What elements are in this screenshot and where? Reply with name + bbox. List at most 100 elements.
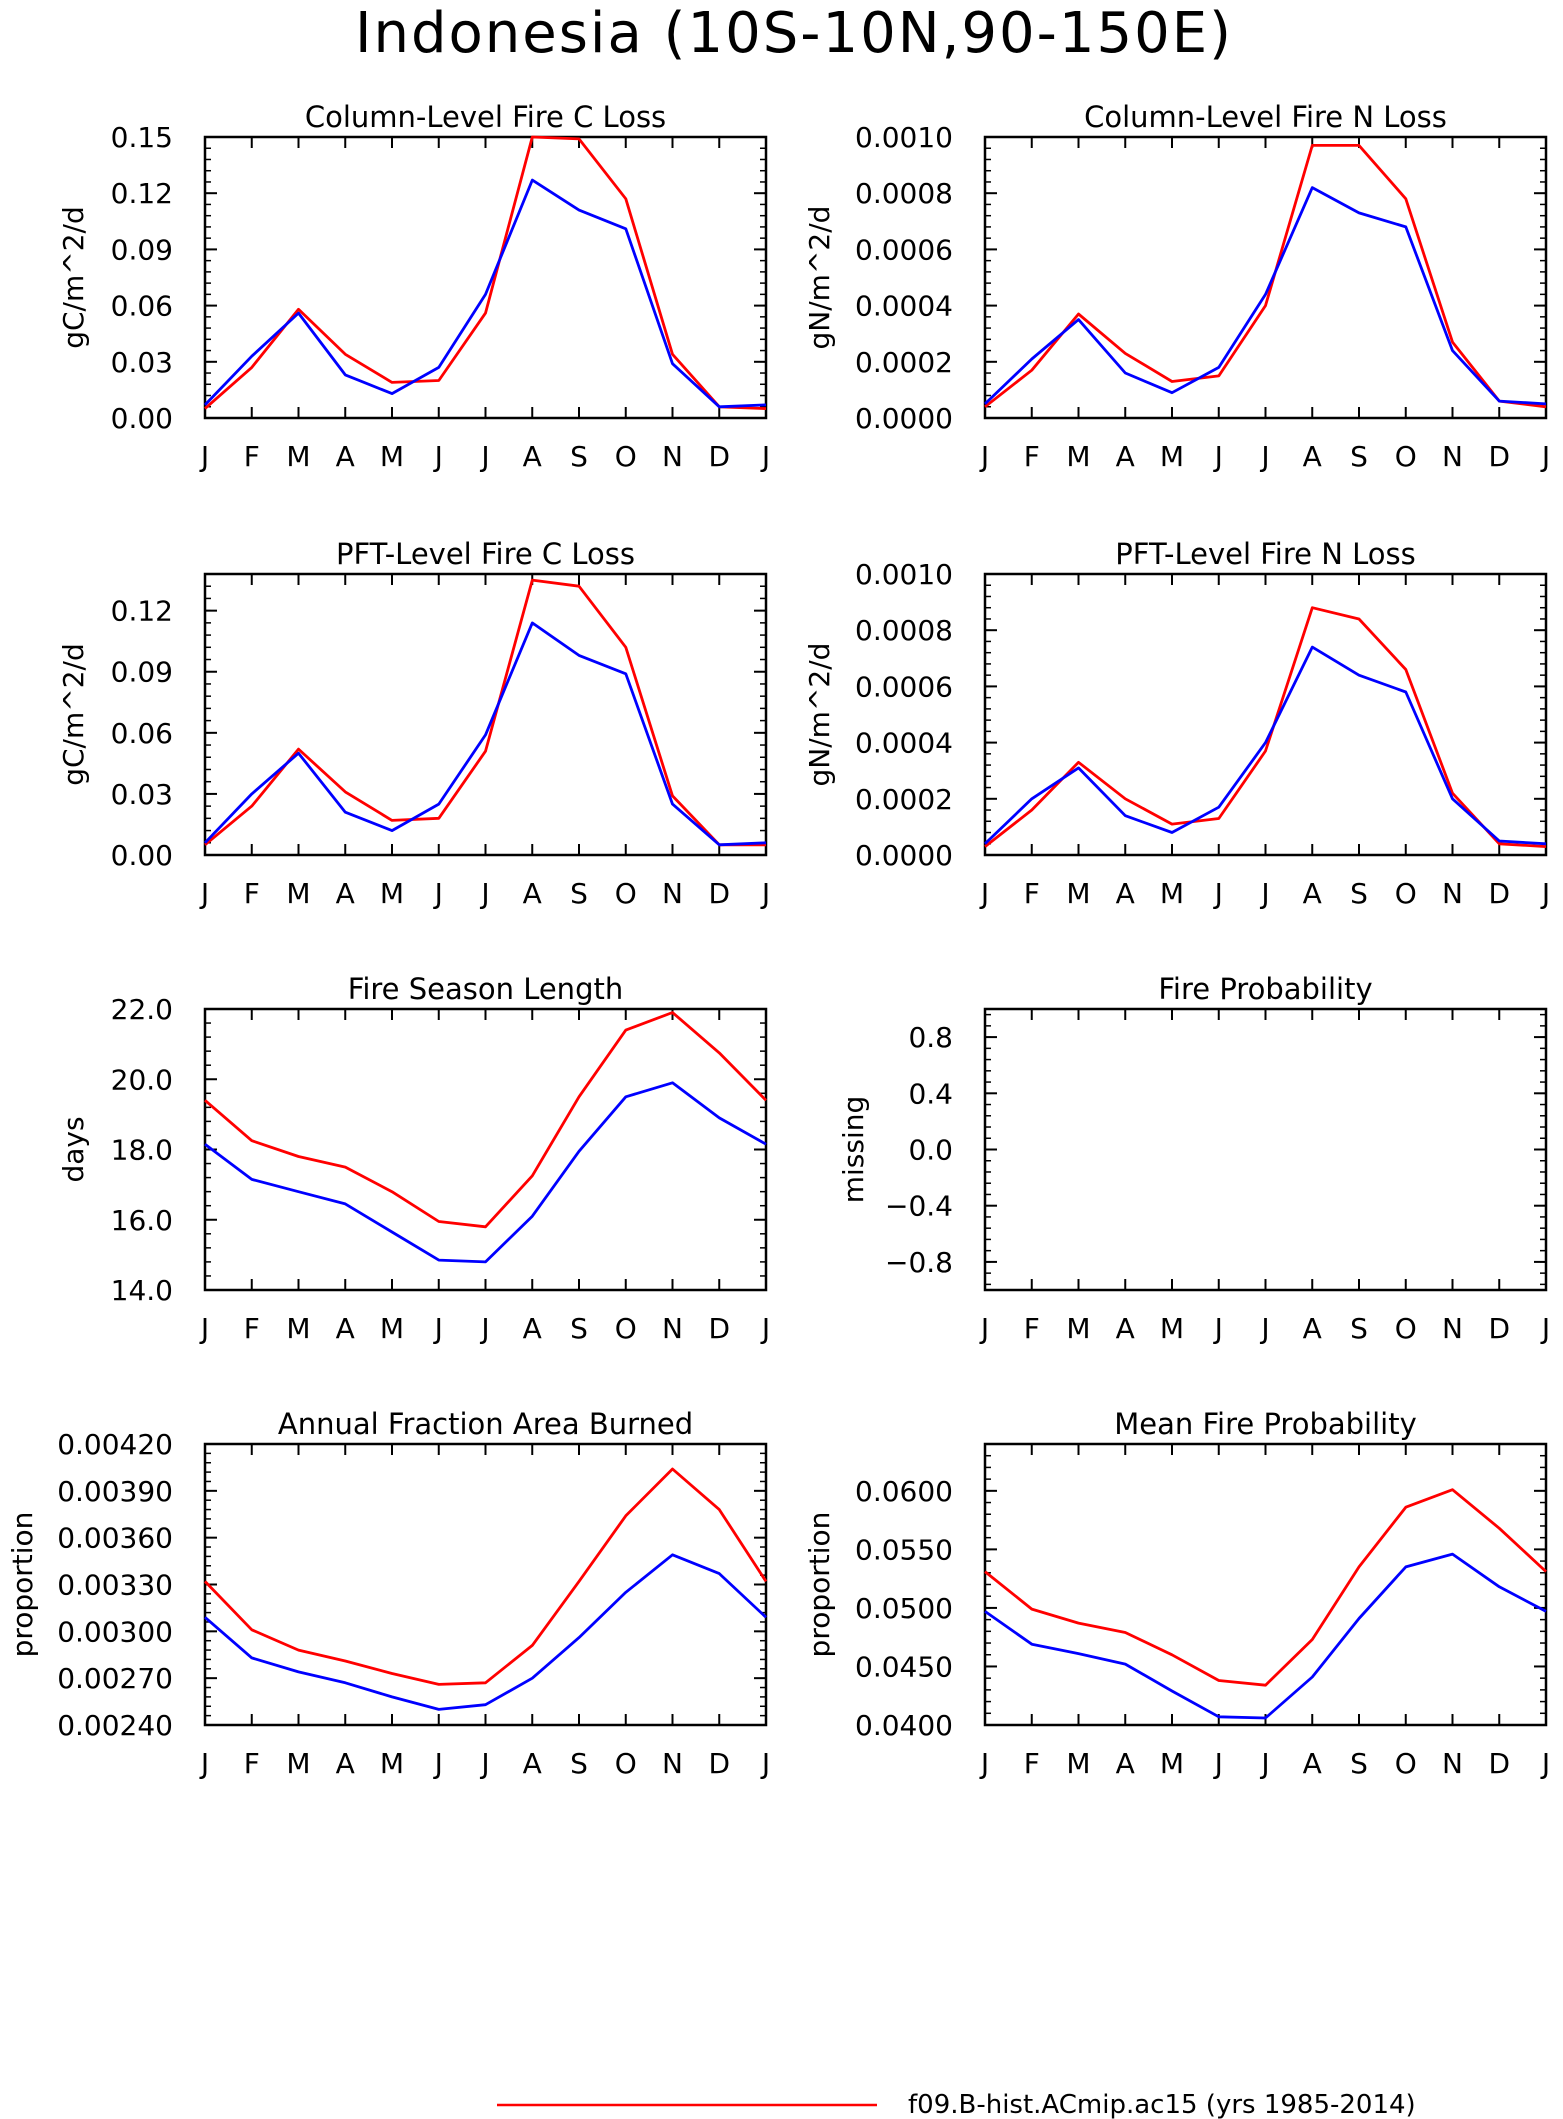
- x-tick-label: J: [479, 1747, 489, 1780]
- chart-panel: J F M A M J J A S O N D J0.00000.00020.00040.00060.0…: [803, 537, 1550, 910]
- series-line: [204, 1553, 767, 1711]
- x-tick-label: J: [1540, 440, 1550, 473]
- chart-panel: J F M A M J J A S O N D J0.000.030.060.090.120.15Col…: [57, 100, 770, 473]
- x-tick-label: O: [1395, 877, 1417, 910]
- x-tick-label: M: [380, 1312, 404, 1345]
- x-tick-label: N: [662, 440, 683, 473]
- series-line: [204, 135, 767, 410]
- x-tick-label: M: [1066, 440, 1090, 473]
- x-tick-label: N: [662, 1312, 683, 1345]
- x-tick-label: O: [615, 440, 637, 473]
- plot-frame: [983, 135, 1548, 420]
- x-tick-label: J: [1259, 1312, 1269, 1345]
- y-tick-label: 0.0000: [855, 402, 953, 435]
- plot-frame: [203, 135, 768, 420]
- y-tick-label: 0.0000: [855, 839, 953, 872]
- x-tick-label: A: [523, 1747, 542, 1780]
- plot-frame: [983, 1007, 1548, 1292]
- x-tick-label: O: [615, 877, 637, 910]
- x-tick-label: M: [380, 440, 404, 473]
- legend: f09.B-hist.ACmip.ac15 (yrs 1985-2014): [497, 2090, 1416, 2119]
- y-tick-label: 0.12: [111, 177, 173, 210]
- x-tick-label: J: [479, 1312, 489, 1345]
- series-line: [203, 178, 767, 409]
- y-tick-label: 18.0: [111, 1134, 173, 1167]
- x-tick-label: J: [1259, 440, 1269, 473]
- x-tick-label: M: [380, 877, 404, 910]
- x-tick-label: A: [336, 440, 355, 473]
- x-tick-label: J: [1540, 1747, 1550, 1780]
- y-axis-label: gN/m^2/d: [803, 643, 836, 787]
- y-tick-label: 0.0008: [855, 614, 953, 647]
- x-tick-label: D: [1488, 1312, 1510, 1345]
- x-tick-label: J: [1259, 1747, 1269, 1780]
- chart-panel: J F M A M J J A S O N D J0.000.030.060.090.12PFT-Lev…: [57, 537, 770, 910]
- x-tick-label: J: [979, 1312, 989, 1345]
- x-tick-label: S: [1350, 1747, 1368, 1780]
- x-tick-label: D: [708, 1312, 730, 1345]
- x-tick-label: M: [1066, 1747, 1090, 1780]
- y-axis-label: missing: [837, 1096, 870, 1204]
- y-axis-label: days: [57, 1116, 90, 1182]
- y-tick-label: 0.06: [111, 717, 173, 750]
- x-tick-label: J: [979, 1747, 989, 1780]
- x-tick-label: F: [244, 440, 260, 473]
- y-tick-label: 0.0004: [855, 727, 953, 760]
- y-tick-label: 0.15: [111, 121, 173, 154]
- series-line: [984, 143, 1547, 409]
- x-tick-label: J: [199, 877, 209, 910]
- x-tick-label: J: [1213, 1747, 1223, 1780]
- y-tick-label: 0.09: [111, 656, 173, 689]
- x-tick-label: S: [1350, 1312, 1368, 1345]
- x-tick-label: M: [1066, 877, 1090, 910]
- panel-title: Fire Probability: [1158, 972, 1372, 1006]
- y-tick-label: 0.03: [111, 346, 173, 379]
- x-tick-label: A: [523, 440, 542, 473]
- series-line: [204, 578, 766, 847]
- series-line: [203, 621, 767, 847]
- panels: J F M A M J J A S O N D J0.000.030.060.090.120.15Col…: [6, 100, 1550, 1780]
- x-tick-label: F: [244, 877, 260, 910]
- x-tick-label: A: [523, 1312, 542, 1345]
- series-line: [204, 1011, 767, 1229]
- x-tick-label: S: [570, 1312, 588, 1345]
- x-tick-label: A: [1116, 1312, 1135, 1345]
- x-tick-label: A: [336, 877, 355, 910]
- plot-frame: [203, 1007, 768, 1292]
- x-tick-label: A: [336, 1747, 355, 1780]
- x-tick-label: A: [336, 1312, 355, 1345]
- y-tick-label: 0.0010: [855, 121, 953, 154]
- x-tick-label: M: [1160, 440, 1184, 473]
- x-tick-label: O: [1395, 440, 1417, 473]
- y-tick-label: 0.00390: [57, 1475, 173, 1508]
- x-tick-label: F: [244, 1747, 260, 1780]
- series-line: [204, 1081, 767, 1264]
- y-tick-label: 14.0: [111, 1274, 173, 1307]
- y-tick-label: 0.03: [111, 778, 173, 811]
- x-tick-label: D: [708, 1747, 730, 1780]
- panel-title: PFT-Level Fire C Loss: [336, 537, 635, 571]
- plot-frame: [983, 1442, 1548, 1727]
- panel-title: PFT-Level Fire N Loss: [1115, 537, 1415, 571]
- x-tick-label: F: [1024, 877, 1040, 910]
- x-tick-label: J: [479, 877, 489, 910]
- x-tick-label: F: [1024, 1312, 1040, 1345]
- x-tick-label: D: [1488, 1747, 1510, 1780]
- x-tick-label: N: [662, 877, 683, 910]
- series-line: [984, 186, 1547, 406]
- x-tick-label: J: [479, 440, 489, 473]
- panel-title: Annual Fraction Area Burned: [278, 1407, 693, 1441]
- x-tick-label: M: [286, 877, 310, 910]
- y-tick-label: 0.09: [111, 233, 173, 266]
- y-tick-label: 0.4: [908, 1077, 953, 1110]
- x-tick-label: J: [760, 1747, 770, 1780]
- x-tick-label: M: [1160, 877, 1184, 910]
- x-tick-label: D: [1488, 440, 1510, 473]
- x-tick-label: M: [380, 1747, 404, 1780]
- x-tick-label: M: [286, 1747, 310, 1780]
- x-tick-label: F: [1024, 440, 1040, 473]
- x-tick-label: N: [662, 1747, 683, 1780]
- y-axis-label: gC/m^2/d: [57, 643, 90, 786]
